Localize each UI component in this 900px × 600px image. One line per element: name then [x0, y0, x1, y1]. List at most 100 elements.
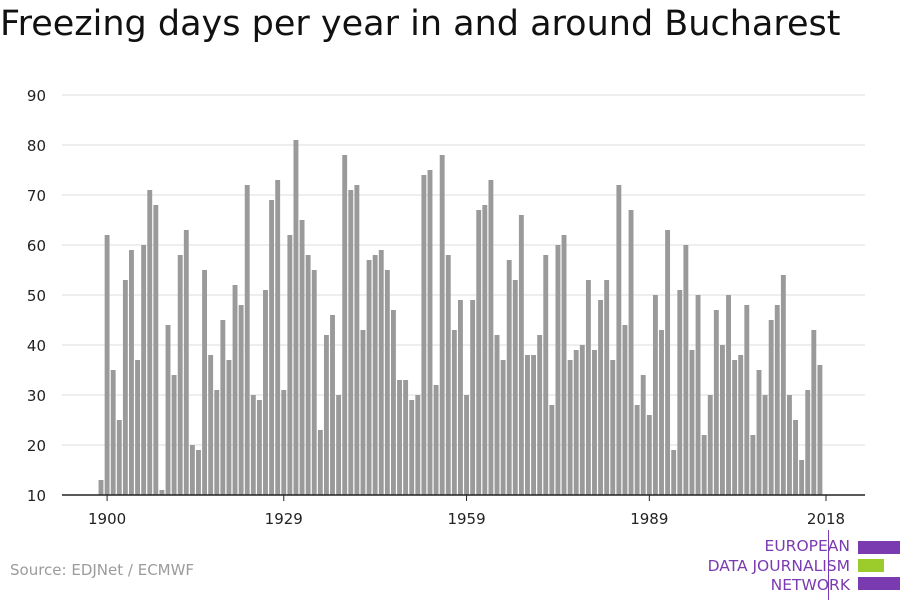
bar	[189, 445, 195, 495]
bar	[196, 450, 201, 495]
bar	[275, 180, 281, 495]
bar	[482, 205, 488, 495]
bar	[701, 435, 707, 495]
bar	[592, 350, 597, 495]
bar	[805, 390, 811, 495]
y-tick-label: 60	[27, 237, 46, 255]
bar	[799, 460, 805, 495]
bar	[659, 330, 664, 495]
source-note: Source: EDJNet / ECMWF	[10, 561, 195, 579]
bar	[129, 250, 134, 495]
bar	[269, 200, 275, 495]
bar	[707, 395, 713, 495]
x-tick-label: 1959	[447, 510, 485, 528]
bar	[293, 140, 299, 495]
bar	[537, 335, 543, 495]
bar	[713, 310, 719, 495]
bar	[378, 250, 384, 495]
logo-line-1: EUROPEAN	[764, 537, 850, 555]
bar	[652, 295, 658, 495]
bar	[598, 300, 604, 495]
logo-line-3: NETWORK	[770, 576, 850, 594]
bar	[147, 190, 153, 495]
bar	[165, 325, 171, 495]
bar	[110, 370, 116, 495]
bar	[579, 345, 585, 495]
bar	[604, 280, 610, 495]
bar	[250, 395, 256, 495]
bar	[421, 175, 427, 495]
bar	[756, 370, 762, 495]
logo-bar-middle	[858, 559, 884, 572]
bar	[494, 335, 500, 495]
bar	[470, 300, 476, 495]
bar	[409, 400, 415, 495]
bar	[183, 230, 189, 495]
bar	[366, 260, 372, 495]
bar	[555, 245, 561, 495]
bar	[726, 295, 731, 495]
bar	[263, 290, 268, 495]
bar	[531, 355, 537, 495]
x-tick-label: 1929	[265, 510, 303, 528]
grid-lines	[62, 94, 865, 446]
bar	[549, 405, 555, 495]
bar	[683, 245, 689, 495]
bar	[354, 185, 360, 495]
bar	[244, 185, 250, 495]
bar	[390, 310, 396, 495]
bar	[622, 325, 628, 495]
bar	[458, 300, 463, 495]
bar	[793, 420, 798, 495]
bar	[122, 280, 128, 495]
bar	[342, 155, 348, 495]
bar	[330, 315, 335, 495]
bar	[780, 275, 786, 495]
bar	[738, 355, 744, 495]
bar	[616, 185, 622, 495]
bar	[811, 330, 817, 495]
bar	[202, 270, 208, 495]
bar	[397, 380, 402, 495]
bar	[311, 270, 317, 495]
bar	[634, 405, 640, 495]
y-tick-labels: 10 20 30 40 50 60 70 80 90	[27, 87, 46, 505]
bar	[232, 285, 238, 495]
bar	[774, 305, 780, 495]
x-tick-label: 1989	[630, 510, 668, 528]
bar	[208, 355, 214, 495]
bar	[762, 395, 768, 495]
bar	[141, 245, 147, 495]
y-tick-label: 20	[27, 437, 46, 455]
y-tick-label: 50	[27, 287, 46, 305]
bar	[256, 400, 262, 495]
bar	[665, 230, 671, 495]
bar	[640, 375, 646, 495]
bars	[98, 140, 823, 495]
bar	[226, 360, 232, 495]
bar	[439, 155, 445, 495]
bar	[323, 335, 329, 495]
bar	[476, 210, 482, 495]
bar	[135, 360, 141, 495]
bar	[573, 350, 579, 495]
bar	[317, 430, 323, 495]
bar	[98, 480, 104, 495]
y-tick-label: 10	[27, 487, 46, 505]
x-tick-labels: 1900 1929 1959 1989 2018	[88, 495, 845, 528]
bar	[238, 305, 244, 495]
bar	[427, 170, 433, 495]
bar	[177, 255, 183, 495]
bar	[506, 260, 512, 495]
bar	[750, 435, 756, 495]
bar	[220, 320, 226, 495]
bar	[732, 360, 738, 495]
bar	[403, 380, 409, 495]
edjnet-logo: EUROPEAN DATA JOURNALISM NETWORK	[708, 530, 900, 600]
y-tick-label: 70	[27, 187, 46, 205]
bar	[525, 355, 530, 495]
bar	[281, 390, 287, 495]
bar	[768, 320, 774, 495]
bar	[305, 255, 311, 495]
